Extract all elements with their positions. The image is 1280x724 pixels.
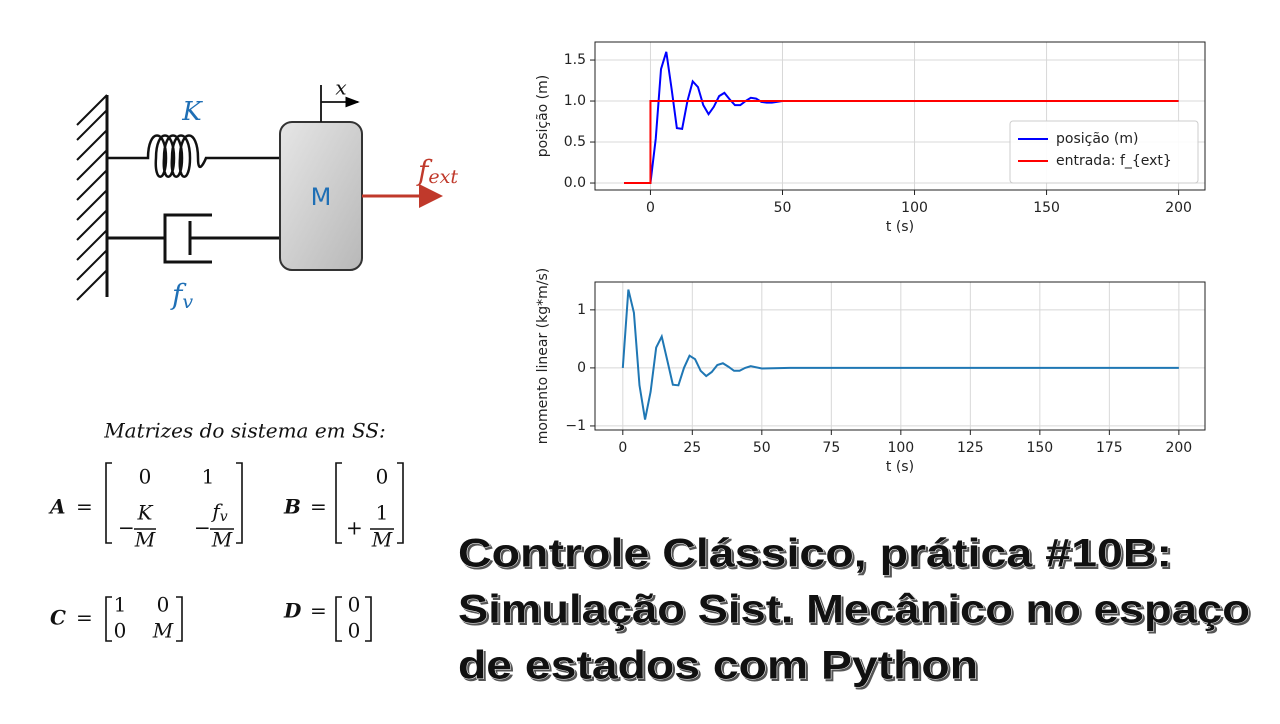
y-tick-label: 0.0 — [564, 175, 586, 191]
mass-label: M — [311, 183, 332, 211]
x-tick-label: 0 — [646, 200, 655, 216]
cell: 0 — [376, 465, 389, 489]
x-tick-label: 150 — [1026, 440, 1053, 456]
x-tick-label: 50 — [774, 200, 792, 216]
cell-den: M — [134, 528, 156, 552]
x-tick-label: 200 — [1165, 440, 1192, 456]
force-sub: ext — [428, 166, 458, 188]
title: Controle Clássico, prática #10B: Simulaç… — [458, 531, 1251, 688]
y-axis-label: momento linear (kg*m/s) — [535, 268, 551, 444]
cell-num: 1 — [376, 501, 389, 525]
matrix-name: C — [50, 606, 66, 630]
matrix-name: D — [283, 599, 302, 623]
cell-num: K — [137, 501, 154, 525]
matrix-name: B — [283, 495, 301, 519]
cell-sign: + — [346, 516, 363, 540]
cell-sign: − — [118, 516, 135, 540]
y-tick-label: 1 — [577, 302, 586, 318]
cell: 0 — [348, 619, 361, 643]
x-tick-label: 25 — [683, 440, 701, 456]
cell-num: fv — [210, 499, 227, 526]
y-tick-label: −1 — [565, 418, 586, 434]
cell: 1 — [114, 593, 127, 617]
y-tick-label: 1.5 — [564, 52, 586, 68]
title-line: de estados com Python — [458, 644, 978, 688]
y-tick-label: 1.0 — [564, 93, 586, 109]
series-line — [624, 100, 1179, 185]
damper-label: fv — [170, 278, 193, 314]
legend-label: entrada: f_{ext} — [1056, 153, 1172, 169]
x-tick-label: 50 — [753, 440, 771, 456]
cell: 0 — [114, 619, 127, 643]
title-line: Simulação Sist. Mecânico no espaço — [458, 588, 1250, 632]
cell: 0 — [139, 465, 152, 489]
x-tick-label: 125 — [957, 440, 984, 456]
cell: M — [152, 619, 174, 643]
displacement-label: x — [335, 76, 346, 100]
equals: = — [310, 495, 327, 519]
series-line — [621, 289, 1179, 420]
x-tick-label: 0 — [618, 440, 627, 456]
plot-frame — [594, 281, 1206, 431]
diagram — [76, 85, 443, 301]
y-axis-label: posição (m) — [535, 75, 551, 158]
legend: posição (m) entrada: f_{ext} — [1009, 120, 1199, 184]
plot-frame — [594, 41, 1206, 191]
x-tick-label: 100 — [901, 200, 928, 216]
cell-num-sub: v — [220, 509, 228, 525]
cell: 1 — [202, 465, 215, 489]
x-tick-label: 150 — [1033, 200, 1060, 216]
equals: = — [310, 599, 327, 623]
y-tick-label: 0.5 — [564, 134, 586, 150]
cell: 0 — [157, 593, 170, 617]
matrix-name: A — [48, 495, 66, 519]
x-axis-label: t (s) — [886, 219, 914, 235]
y-tick-label: 0 — [577, 360, 586, 376]
damper-sub: v — [182, 291, 193, 313]
matrix-caption: Matrizes do sistema em SS: — [103, 419, 386, 443]
spring-label: K — [181, 97, 203, 127]
equals: = — [76, 495, 93, 519]
matrices: Matrizes do sistema em SS: A = 0 1 − K M… — [48, 419, 404, 643]
cell-den: M — [211, 528, 233, 552]
cell-sign: − — [194, 516, 211, 540]
cell: 0 — [348, 593, 361, 617]
legend-box — [1009, 120, 1199, 184]
title-line: Controle Clássico, prática #10B: — [458, 532, 1172, 576]
x-tick-label: 200 — [1165, 200, 1192, 216]
legend-label: posição (m) — [1056, 131, 1139, 147]
x-axis-label: t (s) — [886, 459, 914, 475]
x-tick-label: 100 — [887, 440, 914, 456]
x-tick-label: 75 — [822, 440, 840, 456]
equals: = — [76, 606, 93, 630]
x-tick-label: 175 — [1096, 440, 1123, 456]
cell-den: M — [371, 528, 393, 552]
force-label: fext — [416, 154, 458, 189]
